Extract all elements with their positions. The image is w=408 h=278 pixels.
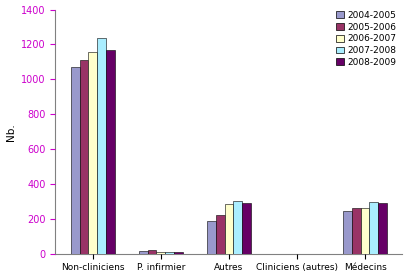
Bar [361,208,370,254]
Bar [139,250,148,254]
Bar [106,50,115,254]
Bar [343,211,352,254]
Bar [216,215,224,254]
Bar [378,203,387,254]
Bar [80,60,89,254]
Bar [233,201,242,254]
Bar [71,67,80,254]
Y-axis label: Nb.: Nb. [6,123,16,140]
Bar [224,204,233,254]
Bar [97,38,106,254]
Bar [207,222,216,254]
Bar [370,202,378,254]
Bar [157,252,165,254]
Bar [242,203,251,254]
Bar [89,52,97,254]
Bar [148,250,157,254]
Legend: 2004-2005, 2005-2006, 2006-2007, 2007-2008, 2008-2009: 2004-2005, 2005-2006, 2006-2007, 2007-20… [335,9,398,69]
Bar [165,252,174,254]
Bar [352,208,361,254]
Bar [174,252,183,254]
